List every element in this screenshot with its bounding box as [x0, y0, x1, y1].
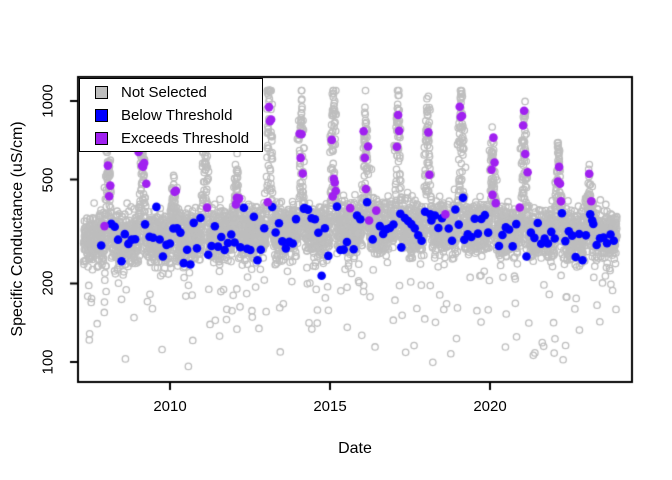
- legend-item-exceeds-threshold: Exceeds Threshold: [80, 127, 262, 150]
- y-tick-label: 200: [39, 270, 57, 296]
- x-tick-label: 2010: [153, 398, 187, 415]
- x-axis-title: Date: [338, 440, 372, 457]
- legend-item-not-selected: Not Selected: [80, 81, 262, 104]
- x-tick-label: 2015: [313, 398, 347, 415]
- legend-label-below-threshold: Below Threshold: [121, 106, 233, 124]
- x-tick-label: 2020: [473, 398, 507, 415]
- not-selected-swatch-icon: [95, 85, 108, 99]
- y-tick-label: 1000: [39, 84, 57, 118]
- exceeds-threshold-swatch-icon: [95, 131, 108, 145]
- y-tick-label: 100: [39, 349, 57, 375]
- below-threshold-swatch-icon: [95, 108, 108, 122]
- legend-item-below-threshold: Below Threshold: [80, 104, 262, 127]
- legend-box: Not Selected Below Threshold Exceeds Thr…: [79, 78, 263, 152]
- legend-label-not-selected: Not Selected: [121, 83, 207, 101]
- legend-label-exceeds-threshold: Exceeds Threshold: [121, 129, 250, 147]
- y-tick-label: 500: [39, 167, 57, 193]
- y-axis-title: Specific Conductance (uS/cm): [9, 121, 26, 337]
